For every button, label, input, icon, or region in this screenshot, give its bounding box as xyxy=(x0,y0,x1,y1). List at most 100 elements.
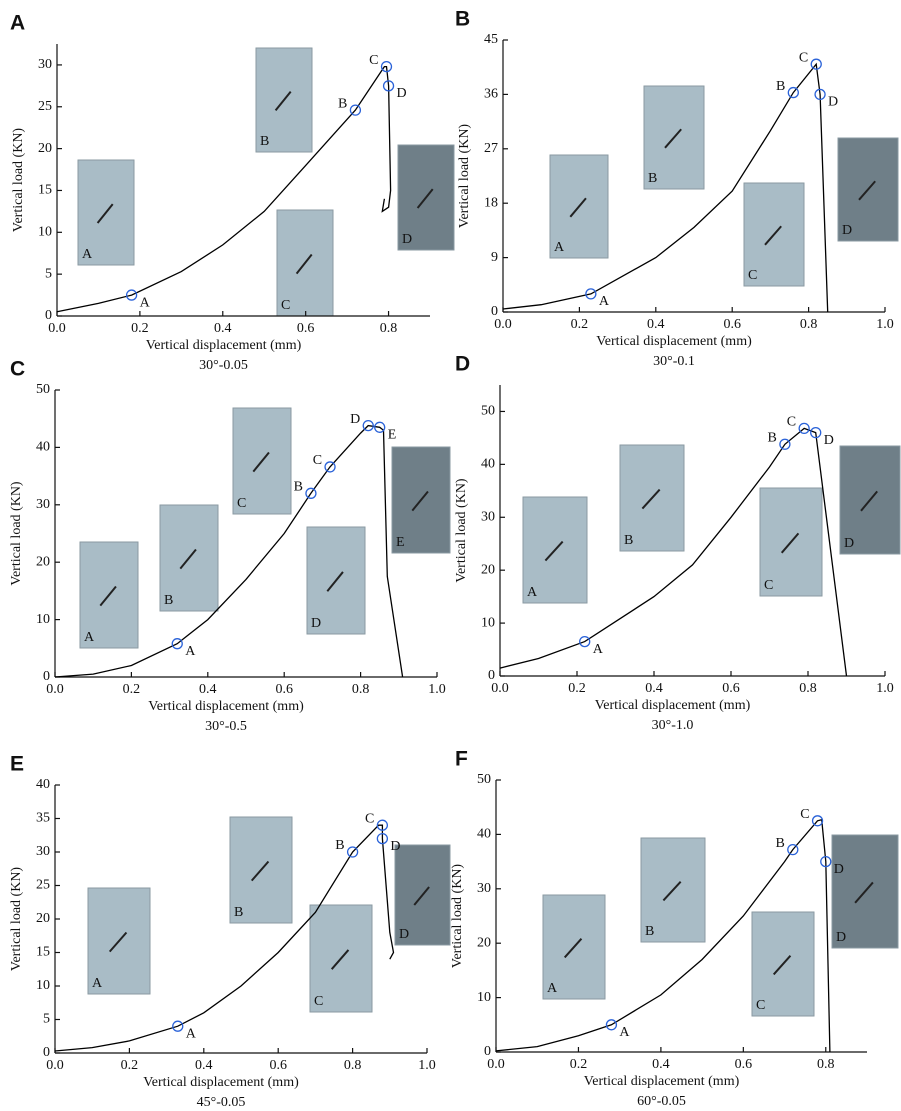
x-axis-label: Vertical displacement (mm) xyxy=(584,1074,740,1089)
photo-label: B xyxy=(624,533,633,548)
x-tick-label: 0.6 xyxy=(723,317,741,332)
crack xyxy=(250,860,270,882)
photo-label: A xyxy=(527,585,538,600)
photo-label: B xyxy=(648,171,657,186)
x-tick-label: 0.0 xyxy=(487,1057,505,1072)
crack xyxy=(99,585,117,607)
point-label: C xyxy=(800,807,809,822)
y-tick-label: 10 xyxy=(477,990,491,1005)
point-label: C xyxy=(369,53,378,68)
point-label: A xyxy=(140,295,151,310)
x-tick-label: 0.4 xyxy=(647,317,665,332)
key-point xyxy=(349,104,362,116)
point-label: C xyxy=(365,811,374,826)
y-tick-label: 20 xyxy=(477,935,491,950)
photo-label: C xyxy=(237,496,246,511)
load-curve xyxy=(56,65,392,313)
load-curve xyxy=(499,427,848,677)
y-tick-label: 10 xyxy=(481,615,495,630)
key-point xyxy=(171,638,183,650)
photo-label: B xyxy=(164,593,173,608)
y-tick-label: 10 xyxy=(38,225,52,240)
y-tick-label: 0 xyxy=(488,668,495,683)
y-tick-label: 0 xyxy=(484,1044,491,1059)
crack xyxy=(326,571,344,592)
y-tick-label: 50 xyxy=(477,772,491,787)
x-tick-label: 0.8 xyxy=(380,321,398,336)
y-axis-label: Vertical load (KN) xyxy=(454,478,469,583)
key-point xyxy=(172,1020,184,1032)
key-point xyxy=(125,289,138,301)
y-tick-label: 20 xyxy=(38,141,52,156)
photo-label: A xyxy=(84,630,95,645)
y-axis-label: Vertical load (KN) xyxy=(9,481,24,586)
x-axis-label: Vertical displacement (mm) xyxy=(146,338,302,353)
y-tick-label: 45 xyxy=(484,32,498,47)
crack xyxy=(563,938,583,959)
crack xyxy=(179,548,197,570)
x-tick-label: 0.2 xyxy=(131,321,149,336)
y-tick-label: 30 xyxy=(38,57,52,72)
x-tick-label: 0.2 xyxy=(570,1057,588,1072)
key-point xyxy=(798,422,810,435)
key-point xyxy=(810,58,822,70)
specimen-photo xyxy=(79,541,139,649)
y-tick-label: 40 xyxy=(36,777,50,792)
photo-label: A xyxy=(92,976,103,991)
y-tick-label: 40 xyxy=(481,457,495,472)
key-point xyxy=(374,421,386,433)
caption: 45°-0.05 xyxy=(197,1095,246,1110)
y-tick-label: 20 xyxy=(36,554,50,569)
load-curve xyxy=(495,818,831,1053)
y-tick-label: 40 xyxy=(36,440,50,455)
x-tick-label: 1.0 xyxy=(428,682,446,697)
photo-label: D xyxy=(402,232,412,247)
photo-label: A xyxy=(547,981,558,996)
load-curve xyxy=(502,62,829,313)
panel-letter: C xyxy=(10,358,25,381)
photo-label: C xyxy=(764,578,773,593)
point-label: B xyxy=(768,430,777,445)
point-label: C xyxy=(799,50,808,65)
photo-label: D xyxy=(311,616,321,631)
x-axis-label: Vertical displacement (mm) xyxy=(148,699,304,714)
photo-label: B xyxy=(234,905,243,920)
point-label: D xyxy=(834,862,844,877)
photo-label: C xyxy=(748,268,757,283)
crack xyxy=(854,881,874,904)
key-point xyxy=(362,419,374,432)
x-axis-label: Vertical displacement (mm) xyxy=(595,698,751,713)
point-label: D xyxy=(824,433,834,448)
point-label: B xyxy=(775,836,784,851)
photo-label: D xyxy=(836,930,846,945)
y-tick-label: 18 xyxy=(484,195,498,210)
crack xyxy=(860,490,878,512)
x-tick-label: 0.2 xyxy=(571,317,589,332)
x-tick-label: 0.0 xyxy=(494,317,512,332)
key-point xyxy=(382,80,395,92)
key-point xyxy=(811,815,824,827)
x-tick-label: 0.6 xyxy=(275,682,293,697)
crack xyxy=(96,203,114,224)
y-tick-label: 35 xyxy=(36,811,50,826)
x-tick-label: 0.2 xyxy=(568,681,586,696)
y-tick-label: 27 xyxy=(484,141,498,156)
key-point xyxy=(579,635,591,648)
point-label: C xyxy=(787,415,796,430)
y-tick-label: 20 xyxy=(36,911,50,926)
point-label: E xyxy=(388,428,397,443)
x-tick-label: 0.8 xyxy=(800,317,818,332)
x-tick-label: 0.0 xyxy=(48,321,66,336)
y-tick-label: 10 xyxy=(36,612,50,627)
x-tick-label: 0.4 xyxy=(645,681,663,696)
key-point xyxy=(820,855,832,868)
key-point xyxy=(787,843,799,856)
y-tick-label: 20 xyxy=(481,562,495,577)
x-tick-label: 0.2 xyxy=(123,682,141,697)
y-tick-label: 50 xyxy=(36,382,50,397)
point-label: D xyxy=(390,839,400,854)
key-point xyxy=(305,487,317,499)
crack xyxy=(330,949,350,970)
x-tick-label: 0.0 xyxy=(46,1058,64,1073)
key-point xyxy=(324,461,336,473)
